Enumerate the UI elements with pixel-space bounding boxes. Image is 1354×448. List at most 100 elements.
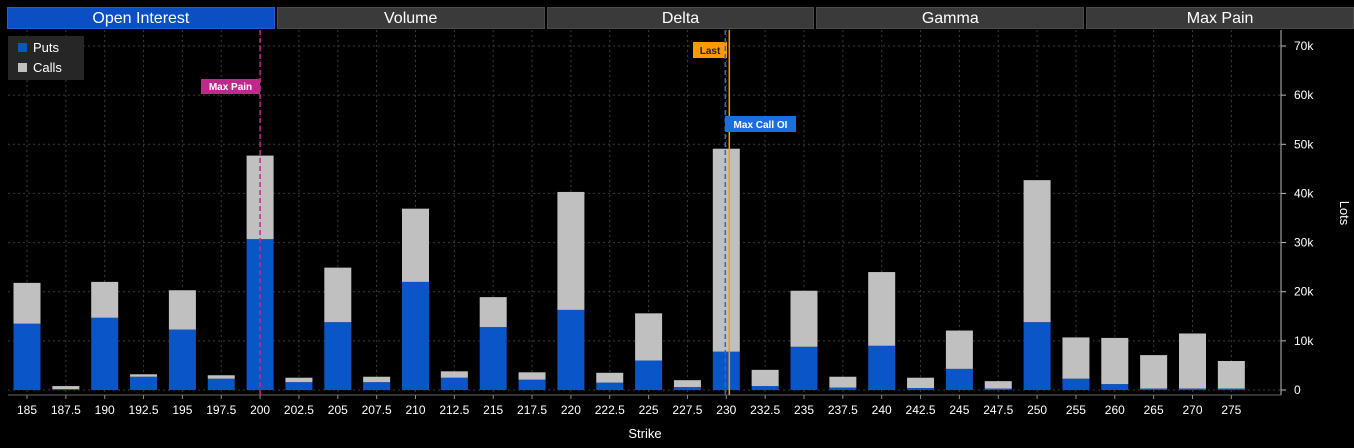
bar-puts [984, 388, 1012, 390]
bar-calls [945, 330, 973, 369]
bar-calls [518, 372, 546, 380]
bar-puts [479, 327, 507, 390]
bar-puts [1062, 378, 1090, 390]
bar-puts [324, 322, 352, 390]
chart-tabs: Open Interest Volume Delta Gamma Max Pai… [7, 7, 1354, 29]
x-tick-label: 275 [1221, 403, 1241, 417]
x-tick-label: 192.5 [129, 403, 159, 417]
x-tick-label: 235 [794, 403, 814, 417]
y-tick-label: 60k [1294, 88, 1314, 102]
x-tick-label: 190 [95, 403, 115, 417]
y-axis-label: Lots [1337, 201, 1352, 226]
last-price-label: Last [700, 46, 721, 57]
bar-calls [673, 380, 701, 388]
x-tick-label: 185 [17, 403, 37, 417]
bar-calls [1023, 180, 1051, 323]
x-tick-label: 197.5 [206, 403, 236, 417]
max-call-oi-label: Max Call OI [734, 120, 788, 131]
bar-calls [1179, 333, 1206, 389]
x-tick-label: 220 [561, 403, 581, 417]
bar-puts [907, 388, 935, 390]
tab-max-pain[interactable]: Max Pain [1086, 7, 1354, 29]
x-tick-label: 240 [872, 403, 892, 417]
x-tick-label: 222.5 [595, 403, 625, 417]
tab-open-interest[interactable]: Open Interest [7, 7, 275, 29]
bar-calls [130, 374, 158, 377]
bar-calls [402, 208, 429, 282]
bar-puts [440, 377, 468, 390]
bar-puts [1023, 322, 1051, 390]
bar-calls [285, 377, 313, 383]
bar-calls [635, 313, 663, 361]
bar-puts [673, 387, 701, 390]
y-tick-label: 10k [1294, 334, 1314, 348]
bar-calls [1140, 355, 1168, 389]
x-tick-label: 250 [1027, 403, 1047, 417]
bar-calls [52, 386, 80, 390]
x-tick-label: 195 [172, 403, 192, 417]
y-tick-label: 0 [1294, 383, 1301, 397]
y-tick-label: 30k [1294, 236, 1314, 250]
bar-calls [207, 375, 235, 379]
bar-puts [1140, 388, 1168, 390]
x-tick-label: 227.5 [672, 403, 702, 417]
bar-calls [479, 297, 507, 328]
bar-calls [13, 282, 41, 324]
bar-calls [1217, 361, 1245, 389]
legend-label-puts: Puts [33, 40, 60, 55]
bar-puts [168, 329, 196, 390]
bar-puts [91, 317, 119, 390]
last-price-tag [693, 42, 727, 58]
legend-label-calls: Calls [33, 60, 62, 75]
x-tick-label: 230 [716, 403, 736, 417]
y-tick-label: 70k [1294, 39, 1314, 53]
bar-calls [751, 369, 779, 387]
x-tick-label: 245 [949, 403, 969, 417]
bar-calls [712, 148, 740, 352]
bar-puts [363, 382, 391, 390]
bar-puts [829, 387, 857, 390]
bar-calls [984, 381, 1012, 389]
bar-puts [207, 378, 235, 390]
x-tick-label: 260 [1105, 403, 1125, 417]
tab-gamma[interactable]: Gamma [816, 7, 1085, 29]
bar-puts [130, 376, 158, 390]
tab-volume[interactable]: Volume [276, 7, 545, 29]
bar-puts [518, 379, 546, 390]
x-tick-label: 270 [1182, 403, 1202, 417]
calls-swatch [18, 63, 27, 72]
legend-item-calls[interactable]: Calls [8, 59, 84, 76]
x-tick-label: 225 [639, 403, 659, 417]
max-call-oi-tag [725, 116, 796, 132]
x-tick-label: 242.5 [906, 403, 936, 417]
x-tick-label: 217.5 [517, 403, 547, 417]
legend-item-puts[interactable]: Puts [8, 39, 84, 56]
bar-calls [1101, 337, 1129, 385]
bar-calls [596, 372, 624, 383]
bar-puts [596, 382, 624, 390]
max-pain-tag [201, 79, 260, 94]
x-tick-label: 237.5 [828, 403, 858, 417]
bar-puts [1217, 388, 1245, 390]
bar-puts [635, 360, 663, 390]
x-tick-label: 187.5 [51, 403, 81, 417]
bar-calls [91, 281, 119, 318]
x-tick-label: 247.5 [983, 403, 1013, 417]
bar-calls [324, 267, 352, 323]
x-tick-label: 255 [1066, 403, 1086, 417]
bar-puts [712, 351, 740, 390]
bar-puts [790, 346, 818, 390]
y-tick-label: 40k [1294, 186, 1314, 200]
bar-puts [402, 281, 429, 390]
bar-calls [557, 191, 585, 310]
bar-calls [829, 376, 857, 388]
x-axis-label: Strike [628, 426, 661, 441]
bar-puts [13, 323, 41, 390]
y-tick-label: 50k [1294, 137, 1314, 151]
max-pain-label: Max Pain [209, 82, 252, 93]
tab-delta[interactable]: Delta [546, 7, 815, 29]
puts-swatch [18, 43, 27, 52]
x-tick-label: 202.5 [284, 403, 314, 417]
bar-puts [751, 386, 779, 390]
bar-calls [168, 290, 196, 330]
